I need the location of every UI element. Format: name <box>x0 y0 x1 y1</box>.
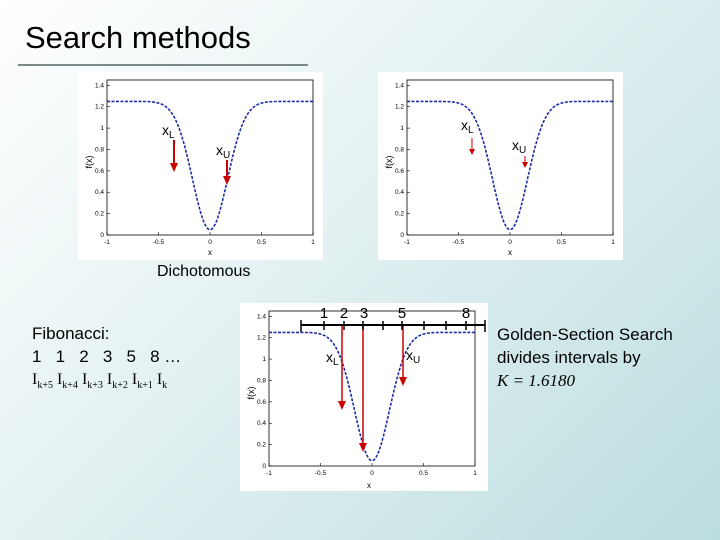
fibonacci-scale: 1 2 3 5 8 <box>300 305 486 332</box>
xl-label: xL <box>461 117 474 136</box>
y-tick-label: 1.2 <box>395 104 404 111</box>
y-axis-label: f(x) <box>384 156 394 169</box>
function-curve <box>107 100 313 231</box>
fibonacci-plot: 1.4 1.2 1 0.8 0.6 0.4 0.2 0 -1 -0.5 0 0.5 1 x f(x) … <box>240 303 488 491</box>
y-tick-label: 0 <box>400 232 404 239</box>
y-tick-label: 0.2 <box>95 211 104 218</box>
y-tick-label: 0.8 <box>95 146 104 153</box>
scale-label-3: 3 <box>360 305 368 322</box>
dichotomous-plot-right: 1.4 1.2 1 0.8 0.6 0.4 0.2 0 -1 -0.5 0 0.5 1 x f(x) … <box>378 72 623 260</box>
y-tick-label: 1.4 <box>395 82 404 89</box>
y-tick-label: 1 <box>100 125 104 132</box>
title-underline <box>18 64 308 66</box>
golden-line-1: Golden-Section Search <box>497 325 673 344</box>
x-tick-label: 1 <box>311 239 315 246</box>
y-tick-label: 1.2 <box>95 104 104 111</box>
slide-title: Search methods <box>25 20 251 55</box>
x-tick-label: 0 <box>508 239 512 246</box>
y-tick-label: 0.4 <box>257 420 266 427</box>
fibonacci-intervals: Ik+5 Ik+4 Ik+3 Ik+2 Ik+1 Ik <box>32 371 168 392</box>
function-curve <box>407 100 613 231</box>
function-curve <box>269 331 475 462</box>
y-tick-label: 0 <box>100 232 104 239</box>
x-tick-label: 0 <box>370 470 374 477</box>
y-tick-label: 1.4 <box>95 82 104 89</box>
y-tick-label: 1 <box>262 356 266 363</box>
dichotomous-caption: Dichotomous <box>157 263 251 280</box>
y-tick-label: 0.6 <box>257 399 266 406</box>
x-axis-label: x <box>508 248 512 257</box>
scale-label-1: 1 <box>320 305 328 322</box>
xl-arrow <box>469 138 475 155</box>
y-tick-label: 0.2 <box>257 442 266 449</box>
xu-arrow <box>522 156 528 168</box>
fibonacci-heading: Fibonacci: <box>32 324 110 343</box>
y-tick-label: 0.6 <box>395 168 404 175</box>
xu-label: xU <box>406 347 420 366</box>
y-tick-label: 0.6 <box>95 168 104 175</box>
x-tick-label: 1 <box>611 239 615 246</box>
fibonacci-text: Fibonacci: 1 1 2 3 5 8 … Ik+5 Ik+4 Ik+3 … <box>32 322 181 397</box>
golden-k-value: K = 1.6180 <box>497 371 576 390</box>
x-tick-label: 1 <box>473 470 477 477</box>
xl-arrow <box>170 140 178 172</box>
x-axis-label: x <box>208 248 212 257</box>
y-tick-label: 1 <box>400 125 404 132</box>
y-axis-label: f(x) <box>84 156 94 169</box>
x-tick-label: -1 <box>104 239 110 246</box>
y-tick-label: 1.2 <box>257 335 266 342</box>
y-tick-label: 0.8 <box>395 146 404 153</box>
golden-line-2: divides intervals by <box>497 348 641 367</box>
y-tick-label: 0 <box>262 463 266 470</box>
y-tick-label: 0.4 <box>395 189 404 196</box>
xu-label: xU <box>512 137 526 156</box>
x-tick-label: 0.5 <box>557 239 566 246</box>
x-axis-label: x <box>367 481 371 490</box>
y-tick-label: 0.4 <box>95 189 104 196</box>
scale-label-2: 2 <box>340 305 348 322</box>
x-tick-label: 0.5 <box>419 470 428 477</box>
x-tick-label: -0.5 <box>453 239 465 246</box>
y-tick-label: 0.8 <box>257 377 266 384</box>
xu-arrow <box>223 160 231 185</box>
x-tick-label: -0.5 <box>153 239 165 246</box>
x-tick-label: -0.5 <box>315 470 327 477</box>
scale-label-8: 8 <box>462 305 470 322</box>
dichotomous-plot-left: 1.4 1.2 1 0.8 0.6 0.4 0.2 0 -1 -0.5 0 0.5 1 x f(x) … <box>78 72 323 260</box>
x-tick-label: 0.5 <box>257 239 266 246</box>
xl-label: xL <box>326 349 339 368</box>
scale-label-5: 5 <box>398 305 406 322</box>
xu-label: xU <box>216 142 230 161</box>
xu-arrow <box>399 325 407 386</box>
min-arrow <box>359 325 367 452</box>
y-tick-label: 0.2 <box>395 211 404 218</box>
golden-section-text: Golden-Section Search divides intervals … <box>497 323 673 392</box>
xl-label: xL <box>162 122 175 141</box>
x-tick-label: -1 <box>266 470 272 477</box>
fibonacci-sequence: 1 1 2 3 5 8 … <box>32 347 182 366</box>
y-axis-label: f(x) <box>246 387 256 400</box>
y-tick-label: 1.4 <box>257 313 266 320</box>
x-tick-label: 0 <box>208 239 212 246</box>
x-tick-label: -1 <box>404 239 410 246</box>
xl-arrow <box>338 325 346 410</box>
